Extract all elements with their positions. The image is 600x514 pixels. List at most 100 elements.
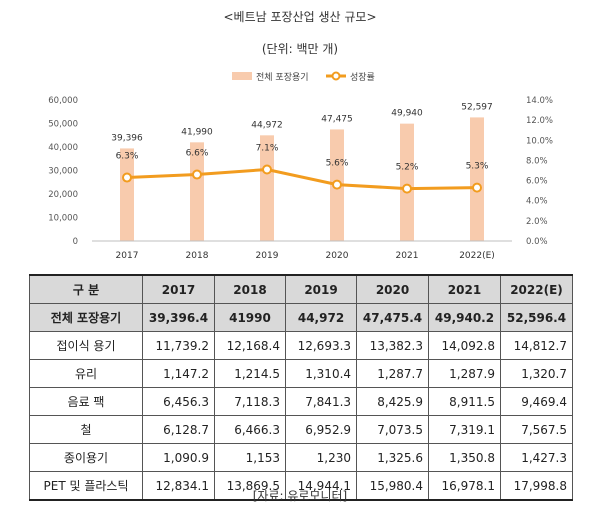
value-cell: 7,567.5: [499, 415, 574, 444]
category-tick-label: 2018: [186, 251, 209, 261]
category-tick-label: 2017: [116, 251, 139, 261]
growth-rate-point: [262, 164, 272, 175]
value-cell: 17,998.8: [499, 471, 574, 501]
category-tick-label: 2020: [326, 251, 349, 261]
value-cell: 15,980.4: [356, 471, 429, 501]
table-header-row: 구 분 2017 2018 2019 2020 2021 2022(E): [29, 274, 574, 304]
combo-chart: 전체 포장용기 성장률 0 10,000 20,000 30,000 40,000 50,00…: [48, 71, 553, 261]
row-label-cell: PET 및 플라스틱: [29, 471, 143, 501]
growth-rate-point: [402, 183, 412, 194]
value-cell: 1,214.5: [213, 359, 287, 388]
legend-line-marker: [331, 71, 341, 81]
value-cell: 7,841.3: [284, 387, 358, 416]
value-cell: 14,944.1: [284, 471, 358, 501]
growth-rate-label: 5.2%: [396, 163, 419, 173]
row-label-cell: 접이식 용기: [29, 331, 143, 360]
value-cell: 1,310.4: [284, 359, 358, 388]
value-cell: 1,320.7: [499, 359, 574, 388]
row-label-cell: 종이용기: [29, 443, 143, 472]
value-cell: 7,118.3: [213, 387, 287, 416]
table-header-cell: 2018: [213, 274, 287, 304]
table-row: 종이용기 1,090.9 1,153 1,230 1,325.6 1,350.8 1,427…: [29, 443, 574, 472]
value-cell: 1,090.9: [142, 443, 215, 472]
growth-rate-point: [192, 169, 202, 180]
legend-bar-label: 전체 포장용기: [256, 72, 309, 83]
value-cell: 6,466.3: [213, 415, 287, 444]
value-cell: 1,350.8: [428, 443, 501, 472]
row-label-cell: 유리: [29, 359, 143, 388]
bar: [470, 117, 484, 241]
right-axis-tick-label: 2.0%: [526, 217, 548, 227]
value-cell: 39,396.4: [142, 303, 215, 332]
value-cell: 6,456.3: [142, 387, 215, 416]
value-cell: 47,475.4: [356, 303, 429, 332]
category-tick-label: 2021: [396, 251, 419, 261]
table-row: 음료 팩 6,456.3 7,118.3 7,841.3 8,425.9 8,911.5 9…: [29, 387, 574, 416]
right-axis-tick-label: 8.0%: [526, 156, 548, 166]
table-row: 접이식 용기 11,739.2 12,168.4 12,693.3 13,382.3 14…: [29, 331, 574, 360]
right-axis-tick-label: 0.0%: [526, 237, 548, 247]
left-axis-tick-label: 60,000: [48, 96, 78, 106]
value-cell: 12,693.3: [284, 331, 358, 360]
legend-bar-swatch: [232, 72, 252, 80]
value-cell: 14,812.7: [499, 331, 574, 360]
value-cell: 49,940.2: [428, 303, 501, 332]
value-cell: 9,469.4: [499, 387, 574, 416]
bar: [120, 148, 134, 241]
growth-rate-label: 5.3%: [466, 162, 489, 172]
value-cell: 11,739.2: [142, 331, 215, 360]
table-header-cell: 2019: [284, 274, 358, 304]
right-axis-tick-label: 10.0%: [526, 136, 553, 146]
bar-value-label: 49,940: [391, 109, 423, 119]
table-row: 전체 포장용기 39,396.4 41990 44,972 47,475.4 49,940…: [29, 303, 574, 332]
row-label-cell: 철: [29, 415, 143, 444]
table-row: PET 및 플라스틱 12,834.1 13,869.5 14,944.1 15,980…: [29, 471, 574, 501]
value-cell: 41990: [213, 303, 287, 332]
right-axis-tick-label: 14.0%: [526, 96, 553, 106]
legend-line-label: 성장률: [350, 72, 375, 83]
unit-label: (단위: 백만 개): [261, 42, 339, 56]
bar: [190, 142, 204, 241]
value-cell: 8,425.9: [356, 387, 429, 416]
value-cell: 6,128.7: [142, 415, 215, 444]
value-cell: 7,073.5: [356, 415, 429, 444]
right-axis-tick-label: 4.0%: [526, 197, 548, 207]
value-cell: 1,147.2: [142, 359, 215, 388]
bar-value-label: 41,990: [181, 127, 213, 137]
bar-value-label: 52,597: [461, 102, 493, 112]
left-axis-tick-label: 0: [73, 237, 78, 247]
bar-value-label: 47,475: [321, 114, 353, 124]
value-cell: 1,287.7: [356, 359, 429, 388]
value-cell: 1,230: [284, 443, 358, 472]
right-axis-tick-label: 12.0%: [526, 116, 553, 126]
growth-rate-label: 5.6%: [326, 159, 349, 169]
value-cell: 13,382.3: [356, 331, 429, 360]
growth-rate-label: 7.1%: [256, 143, 279, 153]
value-cell: 14,092.8: [428, 331, 501, 360]
bar-value-label: 39,396: [111, 133, 143, 143]
chart-title: <베트남 포장산업 생산 규모>: [223, 10, 377, 24]
growth-rate-point: [332, 179, 342, 190]
production-table: 구 분 2017 2018 2019 2020 2021 2022(E) 전체 포장용기 39…: [29, 274, 574, 501]
value-cell: 7,319.1: [428, 415, 501, 444]
value-cell: 1,427.3: [499, 443, 574, 472]
category-tick-label: 2022(E): [459, 251, 495, 261]
value-cell: 8,911.5: [428, 387, 501, 416]
value-cell: 12,168.4: [213, 331, 287, 360]
growth-rate-point: [122, 172, 132, 183]
growth-rate-point: [472, 182, 482, 193]
value-cell: 12,834.1: [142, 471, 215, 501]
left-axis-tick-label: 40,000: [48, 143, 78, 153]
bar-value-label: 44,972: [251, 120, 283, 130]
value-cell: 6,952.9: [284, 415, 358, 444]
value-cell: 52,596.4: [499, 303, 574, 332]
growth-rate-label: 6.6%: [186, 149, 209, 159]
value-cell: 1,325.6: [356, 443, 429, 472]
bar: [400, 123, 414, 241]
left-axis-tick-label: 30,000: [48, 167, 78, 177]
row-label-cell: 음료 팩: [29, 387, 143, 416]
left-axis-tick-label: 50,000: [48, 120, 78, 130]
value-cell: 1,287.9: [428, 359, 501, 388]
table-row: 유리 1,147.2 1,214.5 1,310.4 1,287.7 1,287.9 1,3…: [29, 359, 574, 388]
right-axis-tick-label: 6.0%: [526, 177, 548, 187]
